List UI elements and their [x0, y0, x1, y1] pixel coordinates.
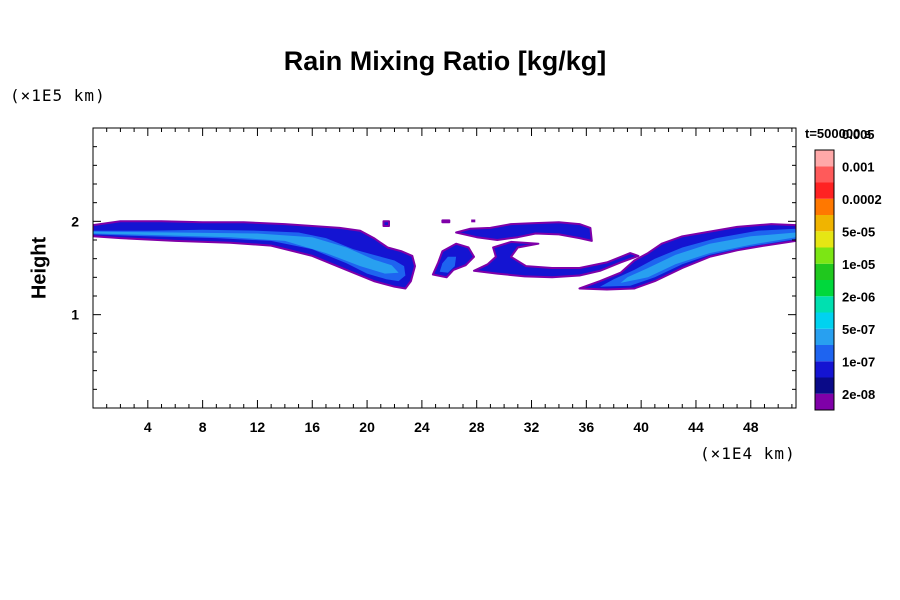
colorbar-segment — [815, 361, 834, 378]
time-label: t=500000 s — [805, 126, 872, 141]
y-tick-label: 1 — [71, 307, 79, 323]
colorbar-frame — [814, 149, 835, 411]
x-tick-label: 8 — [199, 419, 207, 435]
plot-area — [93, 219, 796, 291]
colorbar-segment — [815, 166, 834, 183]
x-tick-label: 44 — [688, 419, 704, 435]
x-tick-label: 32 — [524, 419, 540, 435]
colorbar-label: 5e-07 — [842, 322, 875, 337]
x-tick-label: 24 — [414, 419, 430, 435]
colorbar-segment — [815, 150, 834, 167]
rain-region-center-left-blob-core — [439, 256, 457, 273]
rain-region-small-speck-mid — [441, 219, 451, 224]
rain-region-left-band — [93, 220, 416, 290]
y-tick-label: 2 — [71, 213, 79, 229]
x-axis-unit: (×1E4 km) — [700, 444, 796, 463]
y-axis-unit: (×1E5 km) — [10, 86, 106, 105]
x-tick-label: 16 — [304, 419, 320, 435]
colorbar-label: 5e-05 — [842, 224, 875, 239]
colorbar-segment — [815, 231, 834, 248]
colorbar-segment — [815, 345, 834, 362]
colorbar-segment — [815, 280, 834, 297]
colorbar-label: 0.001 — [842, 159, 875, 174]
x-tick-label: 36 — [579, 419, 595, 435]
colorbar-segment — [815, 377, 834, 394]
colorbar-label: 1e-05 — [842, 257, 875, 272]
x-tick-label: 28 — [469, 419, 485, 435]
rain-region-small-speck-left — [382, 220, 390, 227]
x-tick-label: 40 — [633, 419, 649, 435]
x-tick-label: 20 — [359, 419, 375, 435]
colorbar-label: 0.005 — [842, 127, 875, 142]
rain-region-left-band-inner — [93, 231, 399, 274]
colorbar-label: 2e-08 — [842, 387, 875, 402]
chart-title: Rain Mixing Ratio [kg/kg] — [283, 46, 607, 76]
rain-region-upper-right-arc — [455, 221, 593, 242]
colorbar-segment — [815, 198, 834, 215]
rain-region-right-band-inner — [620, 232, 796, 283]
colorbar: 2e-08 1e-07 5e-07 2e-06 1e-05 5e-05 0.0002 0.00… — [814, 127, 882, 411]
plot-frame — [92, 127, 797, 409]
colorbar-segment — [815, 296, 834, 313]
x-tick-label: 48 — [743, 419, 759, 435]
colorbar-segment — [815, 393, 834, 410]
x-tick-label: 4 — [144, 419, 152, 435]
colorbar-segment — [815, 182, 834, 199]
rain-region-center-right-arc — [473, 240, 640, 279]
colorbar-segment — [815, 328, 834, 345]
x-tick-label: 12 — [250, 419, 266, 435]
colorbar-label: 0.0002 — [842, 192, 882, 207]
rain-region-small-speck-right — [471, 219, 476, 223]
colorbar-segment — [815, 263, 834, 280]
colorbar-segment — [815, 247, 834, 264]
colorbar-label: 2e-06 — [842, 289, 875, 304]
colorbar-segment — [815, 215, 834, 232]
colorbar-label: 1e-07 — [842, 354, 875, 369]
colorbar-segment — [815, 312, 834, 329]
